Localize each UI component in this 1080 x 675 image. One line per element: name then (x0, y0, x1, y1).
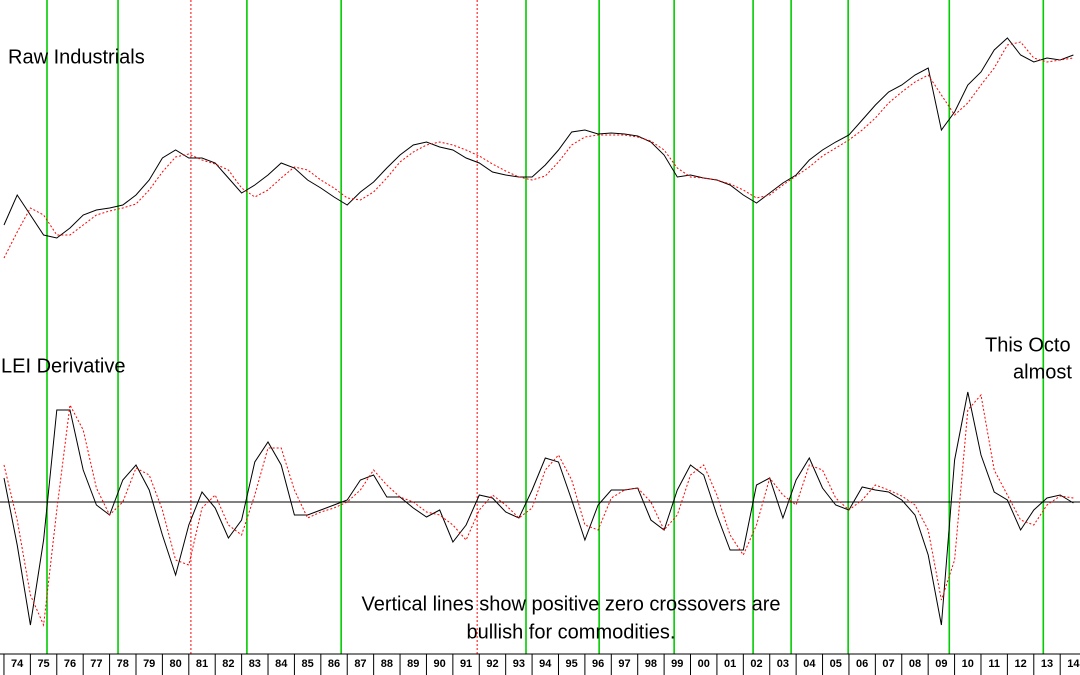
annotation: Vertical lines show positive zero crosso… (361, 593, 780, 615)
x-tick-label: 10 (962, 658, 974, 670)
series-line (3, 391, 1074, 626)
x-tick-label: 01 (724, 658, 736, 670)
x-tick-label: 02 (750, 658, 762, 670)
annotation: This Octo (985, 334, 1071, 356)
series-line (3, 37, 1074, 239)
x-tick-label: 09 (935, 658, 947, 670)
x-tick-label: 00 (698, 658, 710, 670)
x-tick-label: 06 (856, 658, 868, 670)
x-tick-label: 13 (1041, 658, 1053, 670)
x-tick-label: 99 (671, 658, 683, 670)
x-tick-label: 88 (381, 658, 393, 670)
x-tick-label: 07 (882, 658, 894, 670)
x-tick-label: 11 (988, 658, 1000, 670)
x-tick-label: 86 (328, 658, 340, 670)
x-tick-label: 98 (645, 658, 657, 670)
x-tick-label: 83 (249, 658, 261, 670)
x-tick-label: 85 (302, 658, 314, 670)
x-tick-label: 94 (539, 658, 552, 670)
x-tick-label: 80 (169, 658, 181, 670)
x-tick-label: 14 (1067, 658, 1080, 670)
x-tick-label: 77 (90, 658, 102, 670)
series-line (3, 41, 1074, 259)
x-tick-label: 97 (618, 658, 630, 670)
x-tick-label: 81 (196, 658, 208, 670)
annotation: almost (1013, 361, 1072, 383)
x-tick-label: 84 (275, 658, 288, 670)
x-tick-label: 04 (803, 658, 816, 670)
x-tick-label: 75 (37, 658, 49, 670)
x-tick-label: 12 (1014, 658, 1026, 670)
panel-title: LEI Derivative (1, 355, 126, 377)
x-tick-label: 79 (143, 658, 155, 670)
x-tick-label: 78 (117, 658, 129, 670)
x-tick-label: 03 (777, 658, 789, 670)
plot-area (0, 37, 1080, 627)
x-tick-label: 90 (434, 658, 446, 670)
x-tick-label: 74 (11, 658, 24, 670)
panel-title: Raw Industrials (8, 46, 145, 68)
x-tick-label: 89 (407, 658, 419, 670)
vertical-lines (46, 0, 1045, 654)
x-tick-label: 05 (830, 658, 842, 670)
x-tick-label: 91 (460, 658, 472, 670)
x-tick-label: 93 (513, 658, 525, 670)
x-tick-label: 08 (909, 658, 921, 670)
x-tick-label: 92 (486, 658, 498, 670)
x-tick-label: 87 (354, 658, 366, 670)
annotation: bullish for commodities. (467, 621, 676, 643)
x-tick-label: 95 (566, 658, 578, 670)
x-tick-label: 96 (592, 658, 604, 670)
x-tick-label: 76 (64, 658, 76, 670)
x-tick-label: 82 (222, 658, 234, 670)
